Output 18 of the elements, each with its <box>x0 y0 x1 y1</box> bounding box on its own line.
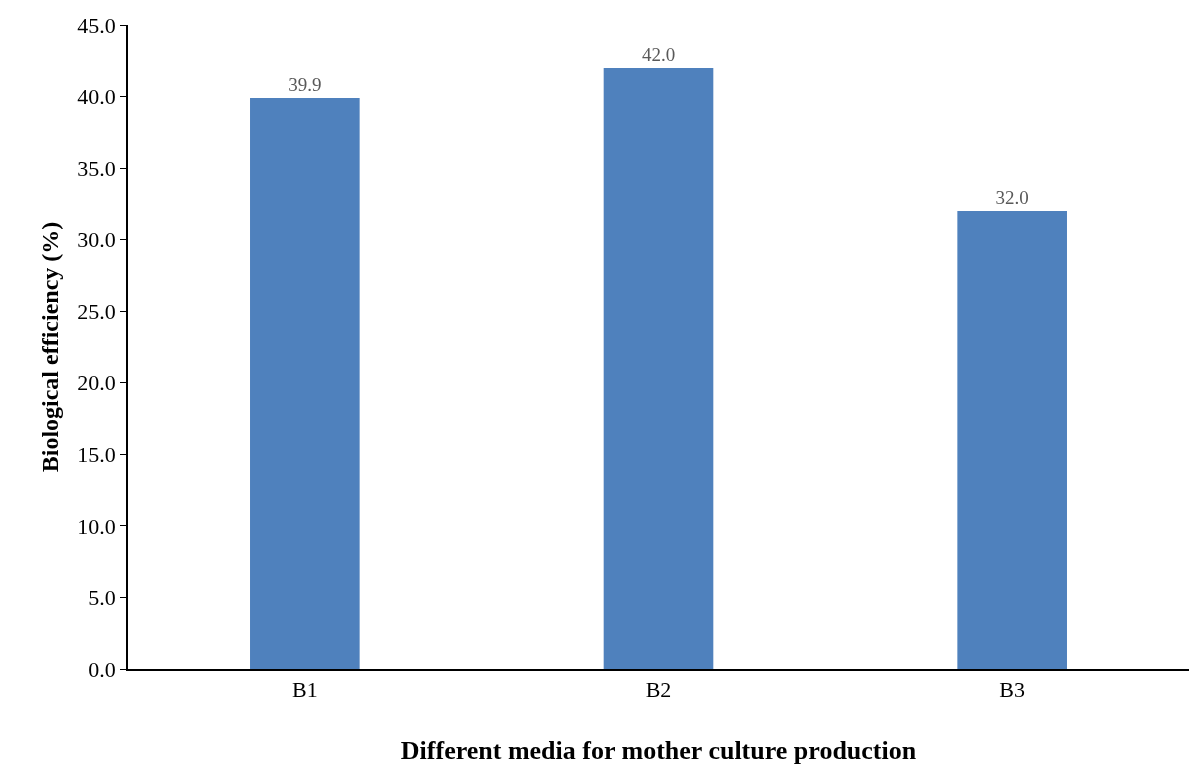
y-tick-label: 20.0 <box>77 370 116 396</box>
x-axis-title: Different media for mother culture production <box>400 736 917 766</box>
y-tick-label: 15.0 <box>77 442 116 468</box>
y-tick-label: 25.0 <box>77 298 116 324</box>
x-tick-label: B2 <box>645 677 672 703</box>
x-tick-label: B3 <box>999 677 1026 703</box>
y-tick-label: 40.0 <box>77 84 116 110</box>
y-tick-label: 5.0 <box>88 585 116 611</box>
x-tick-label: B1 <box>291 677 318 703</box>
y-tick-label: 35.0 <box>77 155 116 181</box>
data-label: 39.9 <box>288 73 322 95</box>
y-tick-label: 10.0 <box>77 513 116 539</box>
data-label: 32.0 <box>995 187 1029 209</box>
y-axis-title: Biological efficiency (%) <box>36 221 63 473</box>
y-tick-label: 0.0 <box>88 656 116 682</box>
y-tick-label: 45.0 <box>77 12 116 38</box>
data-label: 42.0 <box>641 43 676 65</box>
y-tick-label: 30.0 <box>77 227 116 253</box>
